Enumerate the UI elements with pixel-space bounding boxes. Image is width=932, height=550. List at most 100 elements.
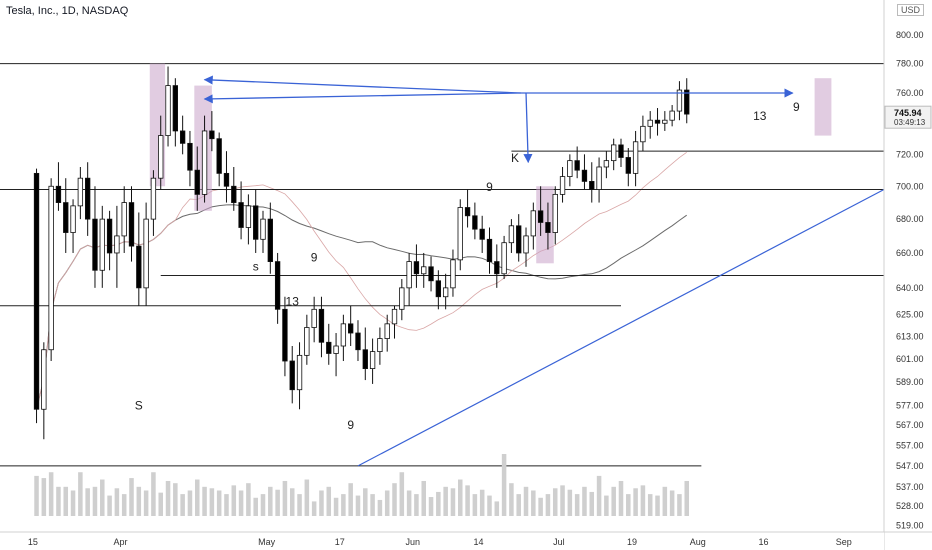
- volume-bar: [136, 486, 142, 516]
- volume-bar: [260, 494, 266, 516]
- volume-bar: [297, 494, 302, 516]
- price-axis[interactable]: 800.00780.00760.00740.00720.00700.00680.…: [883, 0, 932, 550]
- volume-bar: [487, 495, 492, 516]
- candle-body: [603, 160, 610, 168]
- price-tick-label: 640.00: [896, 283, 924, 293]
- candle-body: [369, 351, 376, 369]
- volume-bar: [48, 472, 54, 516]
- volume-bar: [523, 486, 529, 516]
- time-tick-label: 15: [28, 537, 38, 547]
- candle-body: [596, 166, 602, 190]
- candle-body: [150, 177, 157, 220]
- candle-body: [143, 218, 149, 289]
- candle-body: [92, 218, 98, 271]
- volume-bars: [34, 454, 690, 516]
- volume-bar: [421, 480, 427, 516]
- candle-body: [384, 323, 390, 339]
- trendline-group: [357, 188, 885, 467]
- volume-bar: [465, 485, 470, 516]
- candle-body: [172, 85, 179, 132]
- candle-body: [428, 266, 434, 282]
- candle-body: [523, 235, 529, 254]
- candle-body: [464, 207, 471, 217]
- candle-body: [442, 287, 449, 298]
- highlight-box: [536, 186, 554, 264]
- volume-bar: [34, 475, 39, 516]
- volume-bar: [319, 490, 324, 516]
- candle-body: [450, 259, 456, 289]
- moving-average-line: [36, 151, 687, 410]
- volume-bar: [479, 489, 485, 516]
- volume-bar: [158, 492, 163, 516]
- candle-body: [611, 144, 617, 162]
- candle-body: [55, 185, 62, 203]
- volume-bar: [348, 483, 353, 516]
- candle-body: [574, 160, 580, 171]
- candle-body: [194, 169, 200, 195]
- volume-bar: [187, 490, 193, 516]
- volume-bar: [611, 486, 616, 516]
- volume-bar: [640, 485, 646, 516]
- highlight-box: [814, 78, 832, 136]
- candle-body: [274, 261, 281, 310]
- volume-bar: [560, 485, 565, 516]
- volume-bar: [647, 494, 653, 516]
- blue-arrow: [203, 92, 521, 104]
- candle-body: [70, 205, 76, 233]
- candle-body: [589, 181, 595, 190]
- candle-body: [201, 130, 208, 195]
- volume-bar: [224, 494, 229, 516]
- volume-bar: [311, 501, 317, 516]
- volume-bar: [384, 490, 390, 516]
- candle-body: [377, 338, 383, 353]
- volume-bar: [604, 495, 609, 516]
- volume-bar: [450, 488, 456, 516]
- price-tick-label: 557.00: [896, 440, 924, 450]
- candle-body: [114, 235, 120, 254]
- last-price-box: [884, 105, 932, 129]
- volume-bar: [63, 486, 69, 516]
- volume-bar: [370, 494, 375, 516]
- volume-bar: [494, 501, 500, 516]
- volume-bar: [589, 491, 595, 516]
- volume-bar: [238, 490, 244, 516]
- volume-bar: [414, 494, 419, 516]
- candle-body: [223, 172, 230, 187]
- volume-bar: [143, 490, 149, 516]
- time-axis[interactable]: 15 Apr May 17 Jun 14 Jul 19 Aug 16 Sep: [0, 531, 932, 550]
- candle-body: [413, 261, 420, 275]
- volume-bar: [377, 499, 383, 516]
- candle-body: [457, 207, 463, 261]
- candle-body: [662, 119, 668, 124]
- candle-body: [158, 135, 164, 179]
- price-tick-label: 700.00: [896, 181, 924, 191]
- volume-bar: [341, 494, 346, 516]
- volume-bar: [194, 479, 200, 516]
- volume-bar: [56, 486, 61, 516]
- volume-bar: [268, 486, 273, 516]
- time-tick-label: 16: [758, 537, 768, 547]
- candle-body: [494, 261, 500, 275]
- price-tick-label: 720.00: [896, 149, 924, 159]
- time-tick-label: Jul: [553, 537, 565, 547]
- candle-body: [559, 176, 566, 195]
- candle-body: [537, 210, 544, 223]
- candle-body: [245, 205, 252, 228]
- volume-bar: [662, 486, 668, 516]
- price-tick-label: 567.00: [896, 420, 924, 430]
- volume-bar: [231, 485, 237, 516]
- volume-bar: [253, 497, 258, 516]
- candle-body: [165, 85, 171, 136]
- last-price-value: 745.94: [894, 108, 922, 118]
- candle-body: [209, 130, 215, 140]
- candle-body: [253, 205, 259, 240]
- candle-body: [684, 89, 690, 115]
- candle-body: [333, 345, 339, 354]
- volume-bar: [180, 494, 185, 516]
- currency-label[interactable]: USD: [896, 4, 924, 16]
- volume-bar: [399, 472, 405, 516]
- volume-bar: [509, 483, 514, 516]
- candle-body: [435, 280, 442, 298]
